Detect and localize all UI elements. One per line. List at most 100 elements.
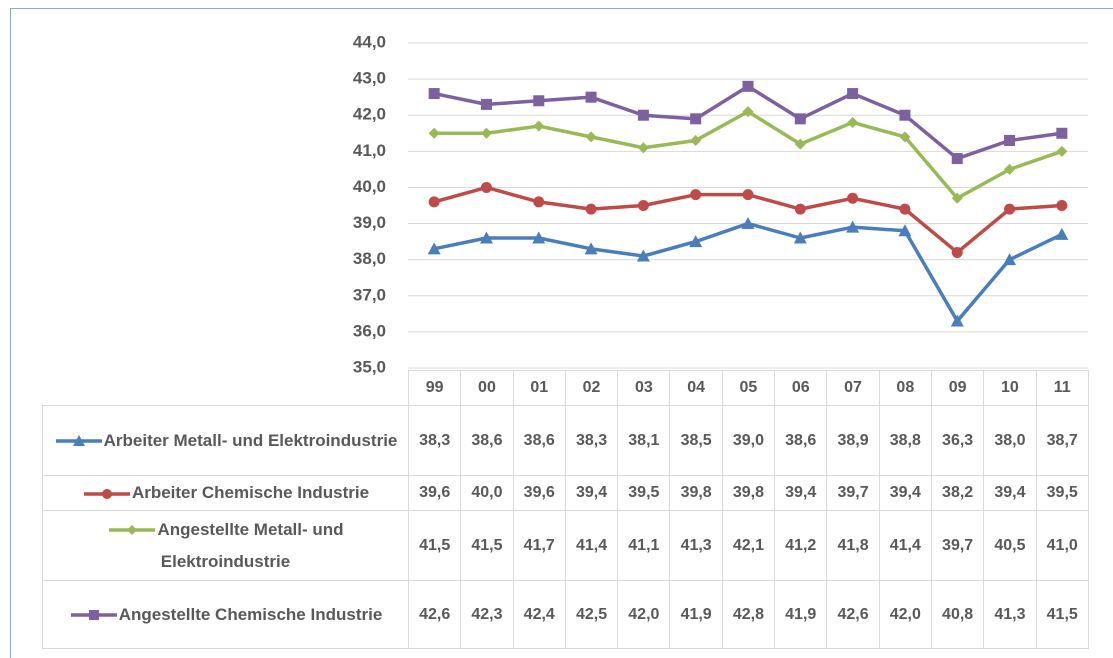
marker — [794, 138, 806, 150]
value-cell: 41,3 — [983, 580, 1037, 649]
value-cell: 38,9 — [826, 405, 880, 476]
legend-label: Angestellte Chemische Industrie — [118, 604, 383, 624]
value-cell: 42,6 — [407, 580, 462, 649]
legend-entry: Angestellte Metall- und Elektroindustrie — [42, 510, 409, 581]
marker — [690, 135, 702, 146]
category-label: 04 — [669, 370, 723, 406]
category-label: 11 — [1035, 370, 1089, 406]
marker — [899, 203, 911, 215]
value-cell: 38,3 — [564, 405, 619, 476]
marker — [951, 153, 963, 165]
value-cell: 41,9 — [774, 580, 828, 649]
value-cell: 41,7 — [512, 510, 566, 581]
value-cell: 38,0 — [983, 405, 1037, 476]
value-cell: 41,4 — [564, 510, 619, 581]
value-cell: 39,4 — [878, 475, 932, 511]
y-tick-label: 37,0 — [353, 285, 386, 304]
marker — [533, 95, 545, 107]
value-cell: 39,4 — [774, 475, 828, 511]
category-label: 03 — [617, 370, 671, 406]
value-cell: 38,6 — [512, 405, 566, 476]
category-label: 10 — [983, 370, 1037, 406]
legend-label: Arbeiter Metall- und Elektroindustrie — [103, 430, 398, 450]
marker — [585, 131, 597, 143]
marker — [951, 246, 963, 258]
marker — [480, 181, 492, 193]
marker — [1003, 253, 1017, 266]
value-cell: 39,8 — [721, 475, 776, 511]
marker — [428, 127, 440, 139]
y-tick-label: 44,0 — [353, 32, 386, 51]
legend-key — [70, 610, 117, 621]
series-row: Arbeiter Chemische Industrie 39,6 40,0 39,6… — [42, 475, 1089, 511]
value-cell: 39,7 — [930, 510, 985, 581]
marker — [899, 131, 911, 143]
marker — [637, 142, 649, 154]
value-cell: 39,4 — [983, 475, 1037, 511]
legend-marker — [127, 525, 138, 536]
marker — [793, 231, 807, 244]
value-cell: 39,5 — [1035, 475, 1089, 511]
category-label: 05 — [721, 370, 776, 406]
marker — [1004, 135, 1016, 146]
value-cell: 38,3 — [407, 405, 462, 476]
y-tick-label: 43,0 — [353, 69, 386, 88]
value-cell: 42,5 — [564, 580, 619, 649]
marker — [950, 314, 964, 327]
legend-entry: Angestellte Chemische Industrie — [42, 580, 409, 649]
value-cell: 41,2 — [774, 510, 828, 581]
marker — [690, 113, 702, 125]
legend-marker — [88, 610, 99, 621]
value-cell: 41,5 — [407, 510, 462, 581]
value-cell: 38,6 — [460, 405, 514, 476]
value-cell: 38,5 — [669, 405, 723, 476]
marker — [847, 88, 859, 100]
category-label: 99 — [407, 370, 462, 406]
category-label: 00 — [460, 370, 514, 406]
marker — [794, 113, 806, 125]
legend-key — [83, 488, 130, 499]
value-cell: 40,0 — [460, 475, 514, 511]
marker — [584, 242, 598, 255]
value-cell: 39,4 — [564, 475, 619, 511]
marker — [533, 196, 545, 208]
marker — [637, 109, 649, 121]
value-cell: 41,3 — [669, 510, 723, 581]
value-cell: 41,9 — [669, 580, 723, 649]
value-cell: 42,3 — [460, 580, 514, 649]
marker — [742, 106, 754, 118]
value-cell: 38,1 — [617, 405, 671, 476]
marker — [1055, 227, 1069, 240]
marker — [532, 231, 546, 244]
series-row: Angestellte Metall- und Elektroindustrie… — [42, 510, 1089, 581]
marker — [585, 203, 597, 215]
y-tick-label: 42,0 — [353, 105, 386, 124]
legend-label: Arbeiter Chemische Industrie — [131, 483, 370, 502]
series-row: Angestellte Chemische Industrie 42,6 42,3 4… — [42, 580, 1089, 649]
value-cell: 38,7 — [1035, 405, 1089, 476]
value-cell: 41,5 — [1035, 580, 1089, 649]
value-cell: 41,0 — [1035, 510, 1089, 581]
category-label: 01 — [512, 370, 566, 406]
value-cell: 38,2 — [930, 475, 985, 511]
marker — [794, 203, 806, 215]
value-cell: 39,5 — [617, 475, 671, 511]
marker — [428, 88, 440, 100]
y-tick-label: 40,0 — [353, 177, 386, 196]
marker — [898, 224, 912, 237]
y-tick-label: 38,0 — [353, 249, 386, 268]
marker — [847, 116, 859, 128]
marker — [1004, 203, 1016, 215]
legend-marker — [101, 488, 112, 499]
value-cell: 38,8 — [878, 405, 932, 476]
data-table: 99 00 01 02 03 04 05 06 07 08 09 10 11 Arbeiter Meta… — [42, 370, 1089, 649]
header-row: 99 00 01 02 03 04 05 06 07 08 09 10 11 — [42, 370, 1089, 406]
value-cell: 42,4 — [512, 580, 566, 649]
series-line — [433, 84, 1063, 161]
category-label: 07 — [826, 370, 880, 406]
marker — [899, 109, 911, 121]
value-cell: 40,8 — [930, 580, 985, 649]
legend-marker — [72, 435, 85, 447]
value-cell: 42,1 — [721, 510, 776, 581]
